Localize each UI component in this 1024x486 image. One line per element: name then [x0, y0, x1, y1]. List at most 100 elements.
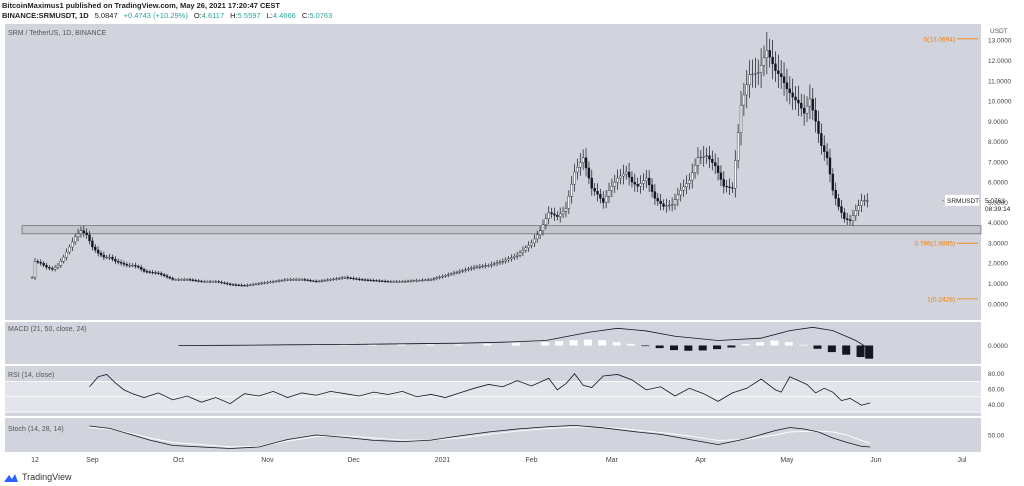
macd-histogram-bar — [626, 343, 635, 346]
candle-body — [461, 270, 464, 272]
candle-body — [670, 204, 674, 206]
candle-body — [188, 279, 192, 281]
low-value: 4.4666 — [272, 11, 296, 20]
candle-body — [455, 271, 459, 274]
macd-pane[interactable] — [5, 322, 981, 364]
candle-body — [762, 57, 766, 66]
candle-body — [71, 241, 74, 248]
macd-title: MACD (21, 50, close, 24) — [8, 326, 87, 333]
candle-body — [226, 283, 229, 285]
x-tick-label: Apr — [695, 457, 707, 464]
candle-body — [157, 272, 160, 274]
candle-body — [481, 265, 484, 268]
candle-body — [693, 165, 697, 173]
macd-histogram-bar — [698, 345, 707, 351]
candle-body — [280, 280, 284, 282]
candle-body — [177, 279, 180, 281]
candle-body — [691, 172, 694, 181]
candle-body — [398, 281, 401, 283]
candle-body — [639, 183, 642, 187]
candle-body — [705, 155, 708, 157]
x-tick-label: Nov — [261, 457, 274, 464]
candle-body — [349, 277, 352, 279]
macd-histogram-bar — [483, 343, 492, 346]
stoch-pane[interactable] — [5, 418, 981, 452]
candle-body — [214, 281, 218, 283]
candle-body — [647, 177, 651, 186]
candle-body — [269, 281, 272, 283]
y-tick-label: 5.0000 — [988, 200, 1008, 207]
candle-body — [722, 179, 725, 187]
candle-body — [860, 200, 863, 206]
candle-body — [659, 200, 662, 204]
candle-body — [246, 284, 249, 287]
candle-body — [805, 105, 809, 114]
macd-histogram-bar — [856, 345, 865, 358]
candle-body — [472, 267, 476, 269]
tradingview-logo-icon — [4, 473, 18, 482]
candle-body — [802, 107, 806, 114]
candle-body — [599, 194, 602, 199]
x-tick-label: Jun — [870, 457, 881, 464]
candle-body — [338, 278, 341, 280]
candle-body — [441, 276, 444, 278]
candle-body — [630, 176, 634, 183]
candle-body — [808, 98, 812, 107]
candle-body — [739, 104, 743, 134]
candle-body — [604, 196, 608, 203]
candle-body — [524, 247, 527, 251]
candle-body — [62, 256, 65, 262]
candle-body — [768, 50, 771, 58]
candle-body — [94, 246, 97, 251]
candle-body — [237, 284, 240, 286]
candle-body — [633, 181, 637, 185]
x-tick-label: Jul — [958, 457, 967, 464]
candle-body — [183, 279, 186, 281]
macd-histogram-bar — [512, 343, 521, 346]
candle-body — [501, 261, 505, 263]
trading-chart[interactable]: 0(13.0694) 0.786(2.9885) 1(0.2428) SRMUSDT 5… — [0, 0, 1024, 468]
macd-histogram-bar — [770, 340, 779, 346]
candle-body — [782, 76, 786, 83]
candle-body — [404, 281, 407, 283]
candle-body — [627, 171, 631, 178]
macd-histogram-bar — [311, 344, 320, 346]
y-tick-label: 6.0000 — [988, 180, 1008, 187]
candle-body — [837, 198, 840, 207]
candle-body — [134, 265, 137, 267]
macd-tick-label: 0.0000 — [988, 343, 1008, 350]
rsi-line — [89, 373, 871, 406]
price-pane[interactable] — [5, 24, 981, 320]
candle-body — [151, 271, 154, 274]
candle-body — [412, 280, 416, 282]
macd-histogram-bar — [540, 342, 549, 346]
macd-histogram-bar — [827, 345, 836, 353]
candle-body — [111, 256, 114, 260]
candle-body — [317, 280, 321, 283]
candle-body — [42, 263, 45, 266]
chart-title: SRM / TetherUS, 1D, BINANCE — [8, 30, 107, 37]
macd-histogram-bar — [641, 345, 650, 347]
candle-body — [771, 56, 774, 65]
candle-body — [544, 218, 548, 225]
tradingview-footer[interactable]: TradingView — [4, 470, 72, 484]
macd-histogram-bar — [670, 345, 679, 351]
candle-body — [653, 191, 657, 199]
candle-body — [426, 279, 430, 281]
candle-body — [200, 280, 203, 283]
candle-body — [99, 252, 103, 256]
candle-body — [105, 256, 108, 259]
macd-histogram-bar — [756, 342, 765, 346]
candle-body — [53, 267, 57, 270]
candle-body — [581, 157, 585, 163]
currency-label: USDT — [990, 28, 1008, 35]
candle-body — [303, 279, 306, 281]
candle-body — [326, 279, 329, 281]
candle-body — [315, 280, 318, 283]
candle-body — [825, 151, 829, 159]
candle-body — [817, 121, 820, 134]
y-tick-label: 12.0000 — [988, 58, 1012, 65]
candle-body — [39, 262, 42, 264]
candle-body — [424, 279, 427, 281]
